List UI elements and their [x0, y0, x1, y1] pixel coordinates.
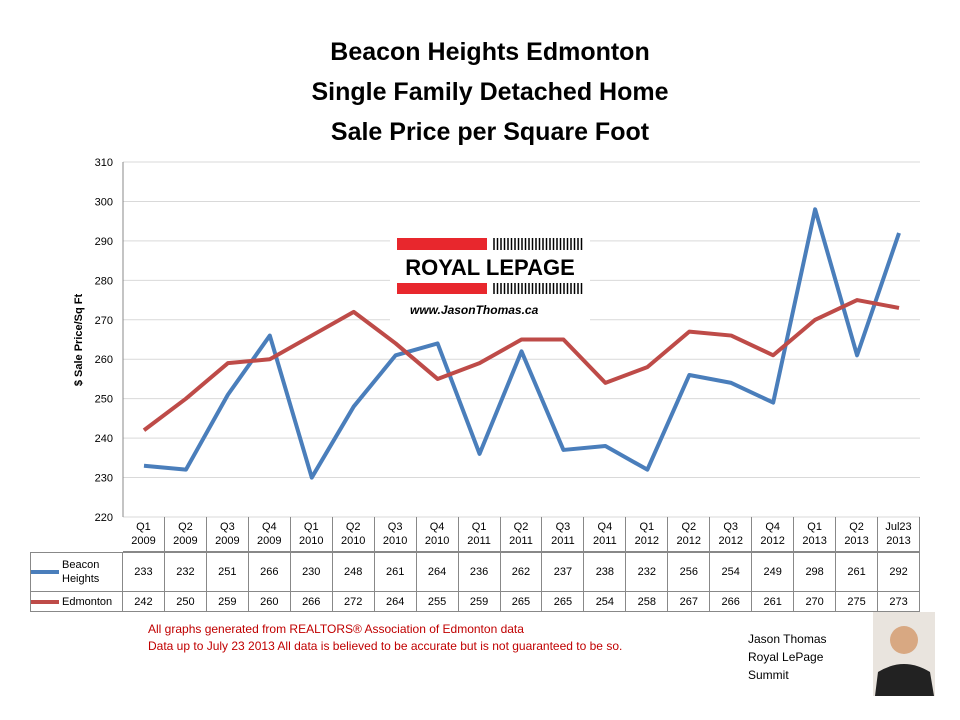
- photo-body: [875, 664, 934, 696]
- table-value: 270: [794, 592, 837, 612]
- legend-label: Beacon Heights: [62, 558, 100, 585]
- table-value: 259: [206, 592, 249, 612]
- y-tick-label: 280: [95, 275, 113, 287]
- table-value: 261: [836, 552, 879, 592]
- y-tick-label: 250: [95, 394, 113, 406]
- x-tick-label: Q4 2010: [416, 517, 459, 552]
- x-tick-label: Q2 2010: [332, 517, 375, 552]
- x-tick-label: Q1 2011: [458, 517, 501, 552]
- table-value: 237: [542, 552, 585, 592]
- signature: Jason Thomas: [748, 632, 827, 646]
- table-value: 267: [668, 592, 711, 612]
- x-tick-label: Q4 2011: [584, 517, 627, 552]
- table-value: 238: [584, 552, 627, 592]
- legend-swatch: [31, 599, 59, 604]
- chart-title: Beacon Heights Edmonton: [330, 38, 650, 66]
- x-tick-label: Q3 2009: [206, 517, 249, 552]
- table-value: 272: [332, 592, 375, 612]
- y-axis-label: $ Sale Price/Sq Ft: [73, 294, 85, 387]
- table-value: 256: [668, 552, 711, 592]
- table-value: 242: [123, 592, 165, 612]
- legend-swatch: [31, 569, 59, 574]
- table-value: 266: [290, 592, 333, 612]
- signature: Summit: [748, 668, 789, 682]
- logo-brand: ROYAL LEPAGE: [405, 255, 575, 280]
- table-value: 266: [710, 592, 753, 612]
- x-tick-label: Jul23 2013: [878, 517, 920, 552]
- table-value: 262: [500, 552, 543, 592]
- photo-head: [890, 626, 918, 654]
- legend-label: Edmonton: [62, 595, 113, 608]
- table-value: 273: [878, 592, 920, 612]
- logo-bar: [397, 283, 487, 294]
- logo-bar: [397, 238, 487, 250]
- table-value: 251: [206, 552, 249, 592]
- table-value: 264: [374, 592, 417, 612]
- table-value: 265: [500, 592, 543, 612]
- logo-url: www.JasonThomas.ca: [410, 303, 539, 317]
- table-value: 249: [752, 552, 795, 592]
- x-tick-label: Q1 2010: [290, 517, 333, 552]
- x-tick-label: Q3 2011: [542, 517, 585, 552]
- y-tick-label: 290: [95, 236, 113, 248]
- x-tick-label: Q2 2013: [836, 517, 879, 552]
- signature: Royal LePage: [748, 650, 824, 664]
- table-value: 232: [164, 552, 207, 592]
- table-value: 264: [416, 552, 459, 592]
- data-line: [143, 207, 901, 480]
- table-value: 298: [794, 552, 837, 592]
- table-value: 250: [164, 592, 207, 612]
- table-value: 230: [290, 552, 333, 592]
- legend-item: Beacon Heights: [30, 552, 123, 592]
- x-tick-label: Q4 2012: [752, 517, 795, 552]
- y-tick-label: 260: [95, 354, 113, 366]
- table-value: 261: [752, 592, 795, 612]
- x-tick-label: Q4 2009: [248, 517, 291, 552]
- table-value: 248: [332, 552, 375, 592]
- table-value: 232: [626, 552, 669, 592]
- footnote: Data up to July 23 2013 All data is beli…: [148, 639, 623, 653]
- y-tick-label: 230: [95, 473, 113, 485]
- x-tick-label: Q1 2013: [794, 517, 837, 552]
- table-value: 275: [836, 592, 879, 612]
- table-value: 258: [626, 592, 669, 612]
- y-tick-label: 240: [95, 433, 113, 445]
- chart-title: Sale Price per Square Foot: [330, 118, 650, 146]
- table-value: 236: [458, 552, 501, 592]
- table-border: [30, 552, 920, 553]
- x-tick-label: Q3 2010: [374, 517, 417, 552]
- table-value: 265: [542, 592, 585, 612]
- x-tick-label: Q3 2012: [710, 517, 753, 552]
- x-tick-label: Q1 2009: [123, 517, 165, 552]
- table-value: 259: [458, 592, 501, 612]
- x-tick-label: Q1 2012: [626, 517, 669, 552]
- y-tick-label: 270: [95, 315, 113, 327]
- y-tick-label: 220: [95, 512, 113, 524]
- table-value: 292: [878, 552, 920, 592]
- y-tick-label: 300: [95, 196, 113, 208]
- footnote: All graphs generated from REALTORS® Asso…: [148, 622, 524, 636]
- table-value: 266: [248, 552, 291, 592]
- chart-title: Single Family Detached Home: [311, 78, 669, 106]
- x-tick-label: Q2 2009: [164, 517, 207, 552]
- table-value: 260: [248, 592, 291, 612]
- table-value: 254: [584, 592, 627, 612]
- table-value: 261: [374, 552, 417, 592]
- legend-item: Edmonton: [30, 592, 123, 612]
- table-value: 255: [416, 592, 459, 612]
- data-line: [142, 298, 900, 432]
- x-tick-label: Q2 2011: [500, 517, 543, 552]
- y-tick-label: 310: [95, 157, 113, 169]
- table-value: 254: [710, 552, 753, 592]
- table-value: 233: [123, 552, 165, 592]
- x-tick-label: Q2 2012: [668, 517, 711, 552]
